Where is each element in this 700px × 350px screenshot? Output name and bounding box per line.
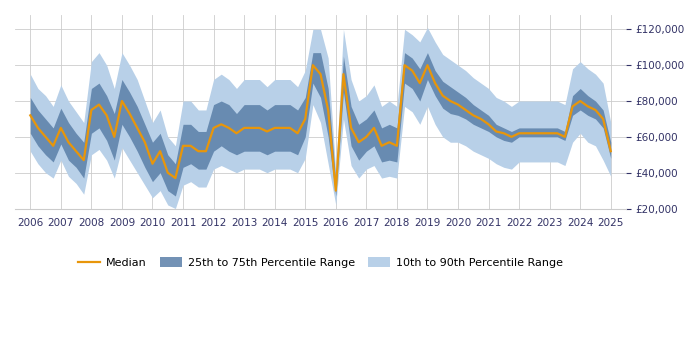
- Median: [225, 126, 233, 130]
- Median: [278, 126, 286, 130]
- Line: Median: Median: [30, 65, 611, 191]
- Median: [362, 135, 370, 139]
- Median: [332, 189, 340, 193]
- Median: [262, 130, 271, 134]
- Median: [141, 140, 149, 144]
- Median: [607, 149, 615, 153]
- Median: [26, 113, 34, 118]
- Median: [217, 122, 225, 126]
- Legend: Median, 25th to 75th Percentile Range, 10th to 90th Percentile Range: Median, 25th to 75th Percentile Range, 1…: [74, 253, 568, 273]
- Median: [309, 63, 317, 67]
